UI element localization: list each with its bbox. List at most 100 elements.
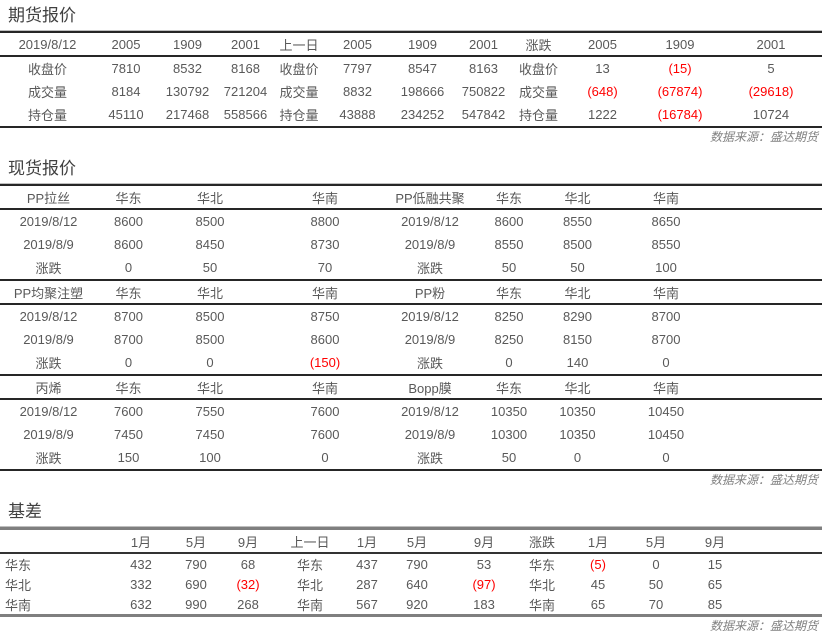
row-label: 2019/8/12: [401, 404, 459, 419]
cell-value: 8700: [651, 309, 681, 324]
filler-cell: [725, 280, 822, 304]
futures-col-header: 涨跌: [525, 37, 552, 53]
row-label: 2019/8/9: [23, 427, 74, 442]
cell-value: 8500: [195, 309, 225, 324]
table-row: 涨跌 0 0 (150) 涨跌 0 140 0: [0, 351, 822, 375]
table-row: 收盘价 7810 8532 8168 收盘价 7797 8547 8163 收盘…: [0, 56, 822, 80]
cell-value: 547842: [461, 107, 506, 122]
cell-value: 183: [473, 596, 495, 612]
cell-value: 632: [130, 596, 152, 612]
region-col-header: 华南: [652, 380, 679, 396]
spot-block-header-row: PP均聚注塑 华东 华北 华南 PP粉 华东 华北 华南: [0, 280, 822, 304]
data-source-note: 数据来源：盛达期货: [709, 473, 818, 487]
filler-cell: [725, 256, 822, 280]
futures-table: 2019/8/12 2005 1909 2001 上一日 2005 1909 2…: [0, 31, 822, 128]
cell-value: 8500: [563, 237, 592, 252]
futures-header-row: 2019/8/12 2005 1909 2001 上一日 2005 1909 2…: [0, 32, 822, 56]
table-row: 2019/8/9 8600 8450 8730 2019/8/9 8550 85…: [0, 233, 822, 256]
futures-col-header: 1909: [665, 36, 695, 52]
futures-col-header: 2005: [111, 36, 141, 52]
cell-value: 45110: [108, 107, 144, 122]
cell-value: 8700: [114, 332, 143, 347]
region-col-header: 华东: [495, 285, 522, 301]
futures-col-header: 2019/8/12: [18, 36, 77, 52]
cell-value: (16784): [657, 107, 703, 122]
row-label: 涨跌: [416, 451, 443, 466]
cell-value: 7600: [114, 404, 143, 419]
basis-col-header: 上一日: [290, 534, 330, 550]
cell-value: 140: [566, 355, 589, 370]
cell-value: 0: [206, 355, 214, 370]
product-label: PP均聚注塑: [13, 285, 84, 301]
cell-value: 100: [655, 260, 677, 275]
basis-section-title: 基差: [0, 496, 822, 527]
filler-cell: [725, 233, 822, 256]
row-label: 涨跌: [416, 261, 443, 276]
cell-value: 432: [130, 556, 152, 572]
basis-col-header: 9月: [473, 534, 495, 550]
futures-section-title: 期货报价: [0, 0, 822, 31]
cell-value: 1222: [588, 107, 617, 122]
filler-cell: [725, 446, 822, 470]
table-row: 涨跌 0 50 70 涨跌 50 50 100: [0, 256, 822, 280]
cell-value: 7450: [114, 427, 143, 442]
region-col-header: 华北: [196, 380, 223, 396]
cell-value: 0: [662, 355, 670, 370]
cell-value: 70: [317, 260, 333, 275]
spot-block-header-row: 丙烯 华东 华北 华南 Bopp膜 华东 华北 华南: [0, 375, 822, 399]
row-label: 2019/8/9: [404, 332, 456, 347]
table-row: 华东 432 790 68 华东 437 790 53 华东 (5) 0 15: [0, 553, 822, 574]
cell-value: 8532: [173, 61, 202, 76]
futures-col-header: 1909: [173, 36, 202, 52]
cell-value: 0: [652, 556, 660, 572]
cell-value: 8800: [310, 214, 340, 229]
basis-col-header: 5月: [645, 534, 667, 550]
filler-cell: [725, 185, 822, 209]
table-row: 2019/8/12 7600 7550 7600 2019/8/12 10350…: [0, 399, 822, 423]
cell-value: 8500: [195, 214, 225, 229]
row-label: 涨跌: [35, 451, 62, 466]
region-col-header: 华北: [196, 190, 223, 206]
cell-value: 790: [406, 556, 428, 572]
cell-value: 0: [124, 355, 133, 370]
cell-value: 8250: [494, 332, 524, 347]
row-label: 持仓量: [27, 108, 67, 123]
region-col-header: 华东: [495, 190, 522, 206]
cell-value: 7600: [310, 404, 340, 419]
filler-cell: [725, 328, 822, 351]
row-label: 华北: [5, 577, 32, 593]
cell-value: 10450: [647, 404, 685, 419]
cell-value: 50: [501, 260, 517, 275]
cell-value: 8650: [651, 214, 681, 229]
cell-value: 8550: [563, 214, 592, 229]
basis-col-header: 9月: [237, 534, 259, 550]
cell-value: 0: [321, 450, 329, 465]
cell-value: 8250: [494, 309, 524, 324]
cell-value: 8832: [343, 84, 372, 99]
region-col-header: 华北: [564, 380, 591, 396]
futures-col-header: 2005: [588, 36, 617, 52]
cell-value: 13: [595, 61, 610, 76]
spot-section-title: 现货报价: [0, 153, 822, 184]
region-col-header: 华北: [564, 190, 591, 206]
futures-col-header: 1909: [408, 36, 437, 52]
cell-value: 8168: [231, 61, 260, 76]
cell-value: 7797: [343, 61, 372, 76]
row-label: 收盘价: [518, 62, 558, 77]
cell-value: 150: [117, 450, 140, 465]
cell-value: 0: [573, 450, 582, 465]
cell-value: 8290: [563, 309, 592, 324]
cell-value: 8163: [469, 61, 498, 76]
cell-value: 8184: [111, 84, 141, 99]
cell-value: 234252: [400, 107, 445, 122]
cell-value: 437: [356, 556, 378, 572]
cell-value: (15): [668, 61, 692, 76]
row-label: 成交量: [279, 85, 319, 100]
filler-cell: [725, 423, 822, 446]
row-label: 涨跌: [35, 261, 62, 276]
region-col-header: 华南: [311, 380, 338, 396]
cell-value: 10350: [559, 427, 596, 442]
cell-value: 690: [185, 576, 207, 592]
row-label: 收盘价: [27, 62, 67, 77]
filler-cell: [725, 209, 822, 233]
